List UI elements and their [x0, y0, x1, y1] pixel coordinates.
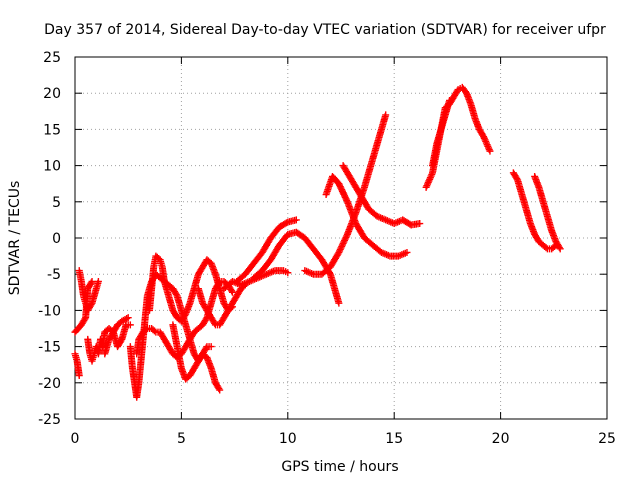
data-point: [202, 315, 210, 323]
data-point: [88, 277, 96, 285]
series-15: [301, 111, 390, 278]
axis-ticks: [74, 56, 608, 420]
data-point: [282, 219, 290, 227]
y-tick-label: 5: [52, 195, 61, 211]
data-point: [117, 337, 125, 345]
data-point: [483, 141, 491, 149]
data-point: [81, 315, 89, 323]
data-point: [426, 175, 434, 183]
series-19: [429, 96, 454, 170]
data-point: [423, 182, 431, 190]
x-tick-label: 0: [71, 431, 80, 447]
data-point: [479, 131, 487, 139]
grid-lines: [75, 57, 607, 419]
data-point: [207, 343, 215, 351]
x-tick-label: 15: [385, 431, 403, 447]
data-point: [150, 327, 158, 335]
x-tick-label: 25: [598, 431, 616, 447]
y-tick-label: -15: [38, 340, 61, 356]
data-point: [416, 220, 424, 228]
data-point: [228, 288, 236, 296]
y-tick-label: -25: [38, 412, 61, 428]
data-point: [228, 303, 236, 311]
series-18: [422, 83, 494, 191]
data-point: [428, 170, 436, 178]
data-point: [126, 321, 134, 329]
x-axis-label: GPS time / hours: [281, 459, 398, 475]
data-point: [403, 248, 411, 256]
y-tick-label: -20: [38, 376, 61, 392]
y-tick-label: 20: [43, 86, 61, 102]
chart-title: Day 357 of 2014, Sidereal Day-to-day VTE…: [44, 22, 606, 38]
data-point: [292, 216, 300, 224]
data-point: [485, 144, 493, 152]
data-point: [172, 290, 180, 298]
x-tick-label: 5: [177, 431, 186, 447]
data-point: [215, 385, 223, 393]
y-tick-label: -10: [38, 303, 61, 319]
data-point: [228, 287, 236, 295]
y-tick-label: -5: [47, 267, 61, 283]
data-point: [542, 244, 550, 252]
data-point: [142, 326, 150, 334]
data-point: [343, 196, 351, 204]
data-point: [123, 315, 131, 323]
data-point: [425, 177, 433, 185]
x-tick-label: 20: [492, 431, 510, 447]
y-tick-label: 25: [43, 50, 61, 66]
data-point: [94, 277, 102, 285]
data-point: [480, 134, 488, 142]
series-20: [509, 169, 560, 253]
data-point: [424, 178, 432, 186]
series-4: [84, 335, 105, 365]
series-6: [101, 314, 132, 358]
series-17: [339, 162, 424, 229]
data-point: [284, 269, 292, 277]
data-point: [482, 139, 490, 147]
data-point: [382, 111, 390, 119]
data-point: [446, 96, 454, 104]
data-point: [556, 245, 564, 253]
series-3: [75, 267, 102, 314]
data-marks: [71, 83, 564, 401]
y-tick-label: 0: [52, 231, 61, 247]
data-point: [555, 243, 563, 251]
series-21: [531, 172, 564, 253]
series-16: [322, 172, 411, 260]
y-axis-label: SDTVAR / TECUs: [7, 181, 23, 296]
data-point: [481, 136, 489, 144]
series-13: [233, 216, 300, 285]
data-point: [427, 172, 435, 180]
x-tick-labels: 0 5 10 15 20 25: [71, 431, 616, 447]
data-point: [513, 175, 521, 183]
data-point: [426, 174, 434, 182]
y-tick-label: 15: [43, 122, 61, 138]
x-tick-label: 10: [279, 431, 297, 447]
data-point: [486, 147, 494, 155]
series-12: [220, 267, 292, 293]
data-point: [227, 304, 235, 312]
y-tick-labels: -25 -20 -15 -10 -5 0 5 10 15 20 25: [38, 50, 61, 428]
data-point: [482, 137, 490, 145]
data-point: [343, 232, 351, 240]
data-point: [484, 142, 492, 150]
data-point: [485, 146, 493, 154]
data-point: [75, 372, 83, 380]
data-point: [216, 386, 224, 394]
data-point: [124, 314, 132, 322]
data-point: [87, 301, 95, 309]
y-tick-label: 10: [43, 159, 61, 175]
series-10: [169, 321, 224, 394]
data-point: [87, 279, 95, 287]
data-point: [422, 183, 430, 191]
series-11: [194, 285, 236, 329]
series-2: [71, 350, 83, 380]
data-point: [480, 133, 488, 141]
series-9: [145, 252, 249, 325]
data-point: [424, 180, 432, 188]
data-point: [335, 299, 343, 307]
series-14: [250, 228, 343, 307]
